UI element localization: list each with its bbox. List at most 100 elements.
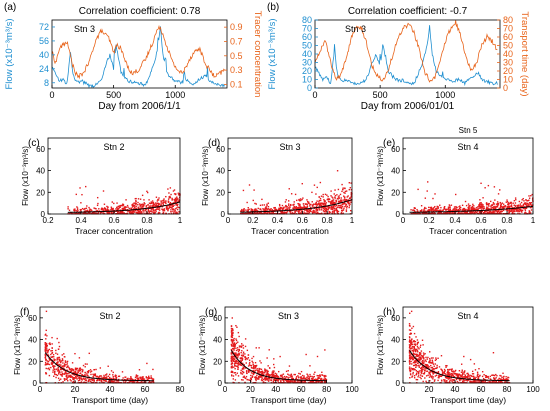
data-point <box>337 196 340 198</box>
data-point <box>463 211 465 213</box>
data-point <box>82 374 85 377</box>
data-point <box>446 208 448 211</box>
data-point <box>483 210 486 212</box>
data-point <box>415 361 417 364</box>
data-point <box>487 184 490 187</box>
data-point <box>459 205 461 207</box>
data-point <box>454 207 456 210</box>
data-point <box>325 202 327 204</box>
data-point <box>463 373 465 375</box>
data-point <box>347 201 350 203</box>
data-point <box>290 380 292 382</box>
data-point <box>421 209 423 211</box>
data-point <box>96 379 99 382</box>
data-point <box>70 380 72 382</box>
data-point <box>331 206 334 209</box>
data-point <box>337 188 340 191</box>
data-point <box>430 207 432 210</box>
data-point <box>481 380 483 382</box>
data-point <box>138 210 140 213</box>
data-point <box>414 368 416 371</box>
data-point <box>233 363 236 365</box>
data-point <box>327 209 329 211</box>
data-point <box>143 203 145 206</box>
data-point <box>107 375 110 377</box>
data-point <box>528 202 531 204</box>
data-point <box>230 331 233 333</box>
data-point <box>131 206 134 208</box>
data-point <box>80 381 83 383</box>
data-point <box>292 378 295 380</box>
data-point <box>333 202 335 205</box>
data-point <box>174 201 177 204</box>
data-point <box>315 209 317 211</box>
data-point <box>408 366 411 368</box>
data-point <box>496 375 498 377</box>
data-point <box>457 373 459 375</box>
data-point <box>270 208 272 210</box>
data-point <box>72 373 75 376</box>
data-point <box>531 204 533 206</box>
data-point <box>415 356 417 358</box>
data-point <box>275 378 278 380</box>
data-point <box>333 193 335 195</box>
data-point <box>488 381 490 383</box>
data-point <box>410 340 412 342</box>
data-point <box>148 210 150 212</box>
data-point <box>246 378 248 381</box>
data-point <box>92 373 94 376</box>
data-point <box>134 378 137 381</box>
data-point <box>156 200 159 202</box>
data-point <box>482 208 485 210</box>
data-point <box>249 364 251 367</box>
data-point <box>89 369 92 371</box>
data-point <box>72 369 75 372</box>
data-point <box>512 202 514 204</box>
data-point <box>252 371 255 374</box>
chart-title: Correlation coefficient: 0.78 <box>79 6 201 17</box>
data-point <box>131 210 133 212</box>
data-point <box>312 206 314 208</box>
data-point <box>458 370 461 372</box>
data-point <box>65 378 68 381</box>
data-point <box>168 196 171 199</box>
data-point <box>103 208 106 210</box>
data-point <box>294 380 296 383</box>
data-point <box>528 199 530 201</box>
data-point <box>118 206 120 208</box>
data-point <box>75 372 77 374</box>
data-point <box>45 346 48 348</box>
data-point <box>409 337 411 339</box>
data-point <box>469 374 471 377</box>
data-point <box>424 368 426 370</box>
data-point <box>435 374 438 377</box>
data-point <box>476 206 478 209</box>
data-point <box>78 367 81 370</box>
data-point <box>135 200 137 202</box>
data-point <box>502 207 505 209</box>
data-point <box>516 209 518 211</box>
data-point <box>242 351 245 353</box>
data-point <box>512 208 515 211</box>
data-point <box>106 373 108 375</box>
data-point <box>291 211 293 214</box>
data-point <box>445 366 447 368</box>
data-point <box>234 367 236 370</box>
data-point <box>332 197 334 199</box>
data-point <box>416 350 419 352</box>
data-point <box>520 208 522 211</box>
y-tick-label: 40 <box>36 167 45 176</box>
data-point <box>339 199 342 201</box>
data-point <box>485 208 487 210</box>
data-point <box>423 209 425 211</box>
data-point <box>47 354 49 356</box>
data-point <box>452 212 454 214</box>
data-point <box>248 212 250 215</box>
data-point <box>79 377 81 379</box>
data-point <box>72 377 75 379</box>
data-point <box>236 365 239 368</box>
data-point <box>447 374 449 376</box>
data-point <box>175 207 178 209</box>
data-point <box>95 368 97 371</box>
x-tick-label: 500 <box>373 90 388 100</box>
